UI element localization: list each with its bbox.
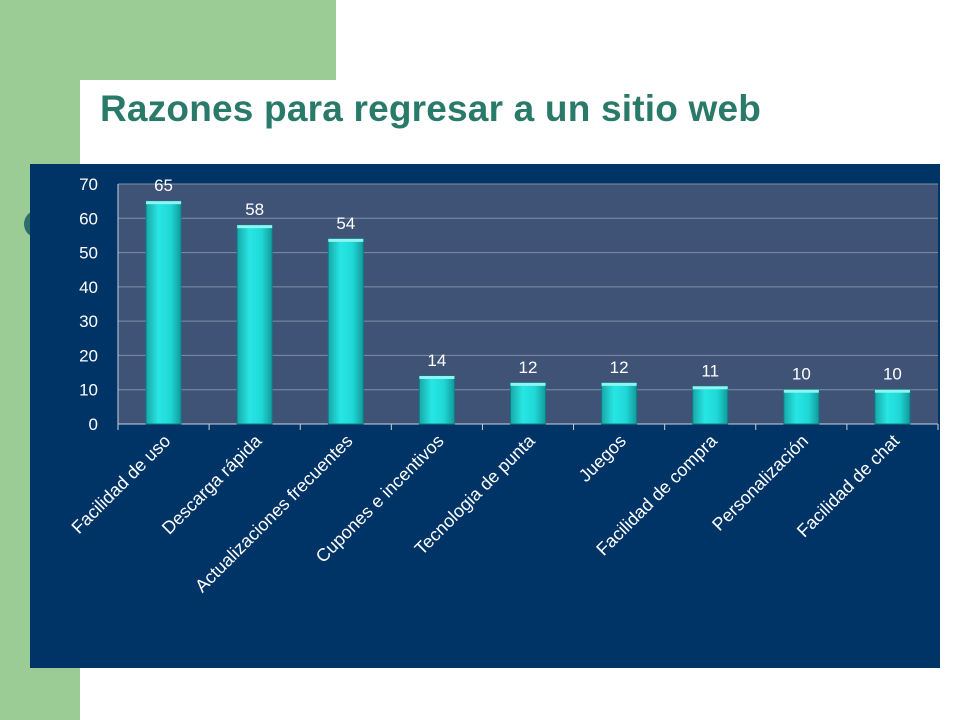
y-tick-label: 60 bbox=[79, 209, 98, 228]
x-tick-label: Actualizaciones frecuentes bbox=[191, 431, 357, 597]
bar bbox=[874, 389, 911, 425]
y-tick-labels: 0 10 20 30 40 50 60 70 bbox=[79, 175, 98, 434]
bar-top-highlight bbox=[146, 201, 182, 205]
slide-title: Razones para regresar a un sitio web bbox=[100, 88, 762, 129]
x-tick-label: Personalización bbox=[708, 431, 812, 535]
x-tick-label: Juegos bbox=[575, 431, 630, 486]
data-label: 54 bbox=[336, 214, 355, 233]
data-label: 11 bbox=[701, 361, 719, 380]
bar bbox=[145, 200, 182, 425]
y-tick-label: 50 bbox=[79, 244, 98, 263]
y-tick-label: 70 bbox=[79, 175, 98, 194]
bar bbox=[418, 375, 455, 425]
bar-top-highlight bbox=[237, 225, 273, 229]
y-tick-label: 40 bbox=[79, 278, 98, 297]
data-label: 58 bbox=[245, 200, 264, 219]
bar-top-highlight bbox=[419, 376, 455, 379]
x-tick-label: Facilidad de uso bbox=[68, 431, 175, 538]
bar bbox=[236, 224, 273, 425]
bar-top-highlight bbox=[328, 238, 364, 242]
bar-top-highlight bbox=[692, 386, 728, 390]
decorative-top-bar bbox=[80, 0, 336, 80]
bars bbox=[145, 200, 911, 425]
y-tick-label: 0 bbox=[89, 415, 98, 434]
y-tick-label: 10 bbox=[79, 381, 98, 400]
y-tick-label: 20 bbox=[79, 346, 98, 365]
bar-top-highlight bbox=[783, 389, 819, 393]
data-label: 14 bbox=[427, 351, 446, 370]
bar bbox=[510, 382, 546, 425]
data-label: 65 bbox=[154, 176, 173, 195]
bar-top-highlight bbox=[510, 382, 546, 386]
bar bbox=[783, 389, 820, 425]
bar-top-highlight bbox=[601, 382, 637, 386]
data-label: 12 bbox=[519, 358, 538, 377]
y-tick-label: 30 bbox=[79, 312, 98, 331]
bar bbox=[692, 385, 729, 425]
data-labels: 65 58 54 14 12 12 11 10 10 bbox=[154, 176, 902, 384]
chart-panel: 65 58 54 14 12 12 11 10 10 0 10 20 30 40 50 60 70 Facil… bbox=[30, 164, 940, 668]
data-label: 10 bbox=[883, 365, 902, 384]
data-label: 10 bbox=[792, 365, 811, 384]
bar-top-highlight bbox=[874, 389, 910, 393]
bar-chart: 65 58 54 14 12 12 11 10 10 0 10 20 30 40 50 60 70 Facil… bbox=[68, 175, 939, 596]
bar bbox=[601, 382, 638, 425]
data-label: 12 bbox=[610, 358, 629, 377]
bar bbox=[327, 238, 364, 425]
